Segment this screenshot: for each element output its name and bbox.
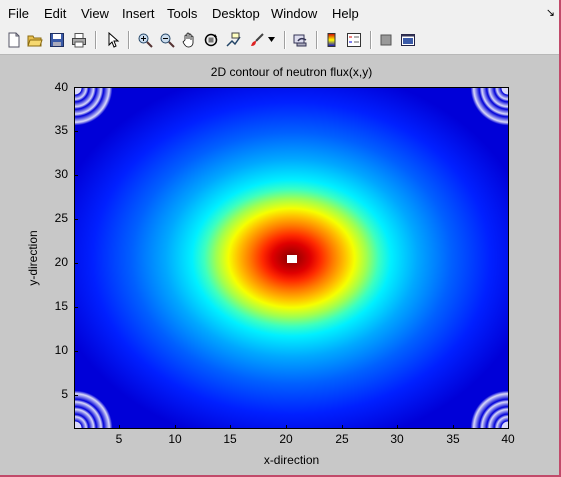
pointer-icon[interactable] <box>102 29 124 51</box>
x-tick-mark <box>453 425 454 429</box>
y-tick-mark <box>74 131 78 132</box>
peak-marker <box>287 255 297 263</box>
pan-icon[interactable] <box>178 29 200 51</box>
menu-tools[interactable]: Tools <box>167 6 198 21</box>
new-figure-icon[interactable] <box>3 29 25 51</box>
menu-insert[interactable]: Insert <box>122 6 155 21</box>
zoom-out-icon[interactable] <box>156 29 178 51</box>
open-file-icon[interactable] <box>24 29 46 51</box>
x-tick-mark <box>342 425 343 429</box>
x-tick-mark <box>286 425 287 429</box>
y-tick-mark <box>74 351 78 352</box>
menu-edit[interactable]: Edit <box>44 6 67 21</box>
data-cursor-icon[interactable] <box>222 29 244 51</box>
x-tick-label: 25 <box>335 432 349 446</box>
menu-view[interactable]: View <box>81 6 109 21</box>
y-tick-label: 35 <box>54 123 68 137</box>
y-tick-mark <box>74 395 78 396</box>
x-tick-label: 40 <box>501 432 515 446</box>
corner-artifact <box>75 88 121 130</box>
dock-arrow-icon[interactable]: ↘ <box>545 7 555 19</box>
menu-desktop[interactable]: Desktop <box>212 6 260 21</box>
x-tick-label: 35 <box>446 432 460 446</box>
show-plot-tools-icon[interactable] <box>397 29 419 51</box>
y-tick-label: 5 <box>61 387 68 401</box>
figure-toolbar <box>0 26 559 55</box>
x-tick-label: 15 <box>223 432 237 446</box>
y-tick-label: 25 <box>54 211 68 225</box>
menubar: File Edit View Insert Tools Desktop Wind… <box>0 0 559 26</box>
print-icon[interactable] <box>68 29 90 51</box>
y-tick-label: 40 <box>54 80 68 94</box>
brush-icon[interactable] <box>246 29 268 51</box>
brush-dropdown-icon[interactable] <box>265 29 279 51</box>
y-tick-mark <box>74 219 78 220</box>
rotate-3d-icon[interactable] <box>200 29 222 51</box>
x-tick-label: 20 <box>279 432 293 446</box>
y-tick-label: 30 <box>54 167 68 181</box>
legend-icon[interactable] <box>343 29 365 51</box>
x-tick-label: 5 <box>115 432 123 446</box>
x-tick-mark <box>175 425 176 429</box>
corner-artifact <box>462 386 508 428</box>
hide-plot-tools-icon[interactable] <box>375 29 397 51</box>
y-tick-mark <box>74 175 78 176</box>
link-plot-icon[interactable] <box>289 29 311 51</box>
x-tick-label: 10 <box>168 432 182 446</box>
save-icon[interactable] <box>46 29 68 51</box>
toolbar-separator <box>95 31 97 49</box>
plot-title: 2D contour of neutron flux(x,y) <box>210 65 373 79</box>
y-tick-label: 10 <box>54 343 68 357</box>
x-tick-mark <box>230 425 231 429</box>
x-tick-mark <box>119 425 120 429</box>
menu-file[interactable]: File <box>8 6 29 21</box>
toolbar-separator <box>128 31 130 49</box>
y-tick-label: 15 <box>54 299 68 313</box>
contour-plot[interactable] <box>74 87 509 429</box>
x-tick-label: 30 <box>390 432 404 446</box>
corner-artifact <box>75 386 121 428</box>
menu-help[interactable]: Help <box>332 6 359 21</box>
zoom-in-icon[interactable] <box>134 29 156 51</box>
corner-artifact <box>462 88 508 130</box>
toolbar-separator <box>284 31 286 49</box>
toolbar-separator <box>316 31 318 49</box>
toolbar-separator <box>370 31 372 49</box>
menu-window[interactable]: Window <box>271 6 318 21</box>
y-tick-mark <box>74 307 78 308</box>
y-axis-label: y-direction <box>26 230 40 286</box>
x-axis-label: x-direction <box>263 453 320 467</box>
colorbar-icon[interactable] <box>321 29 343 51</box>
y-tick-label: 20 <box>54 255 68 269</box>
x-tick-mark <box>397 425 398 429</box>
y-tick-mark <box>74 263 78 264</box>
